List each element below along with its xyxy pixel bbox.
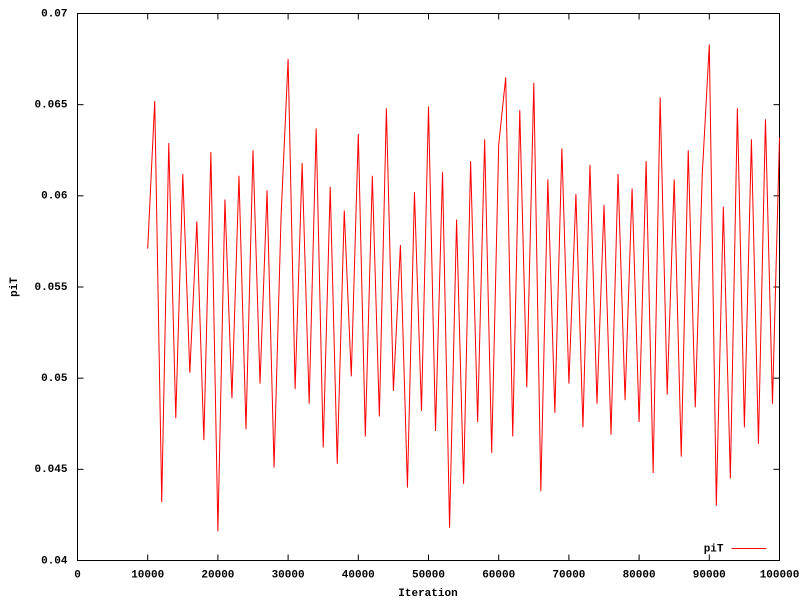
x-axis-label: Iteration <box>398 588 457 600</box>
y-tick-label: 0.07 <box>41 8 67 20</box>
x-tick-label: 60000 <box>482 569 515 581</box>
y-tick-label: 0.06 <box>41 191 67 203</box>
legend-label: piT <box>704 543 724 555</box>
y-tick-label: 0.04 <box>41 555 68 567</box>
plot-frame <box>77 13 780 561</box>
y-tick-label: 0.045 <box>34 464 67 476</box>
x-tick-label: 70000 <box>552 569 585 581</box>
x-tick-label: 0 <box>74 569 81 581</box>
y-tick-label: 0.065 <box>34 100 67 112</box>
x-tick-label: 50000 <box>412 569 445 581</box>
x-tick-label: 80000 <box>623 569 656 581</box>
x-tick-label: 20000 <box>201 569 234 581</box>
data-line <box>147 44 780 532</box>
y-tick-label: 0.05 <box>41 373 68 385</box>
y-tick-label: 0.055 <box>34 282 67 294</box>
x-tick-label: 90000 <box>693 569 726 581</box>
x-tick-label: 10000 <box>131 569 164 581</box>
x-tick-label: 30000 <box>272 569 305 581</box>
y-axis-label: piT <box>9 277 21 297</box>
x-tick-label: 100000 <box>760 569 800 581</box>
x-tick-label: 40000 <box>342 569 375 581</box>
